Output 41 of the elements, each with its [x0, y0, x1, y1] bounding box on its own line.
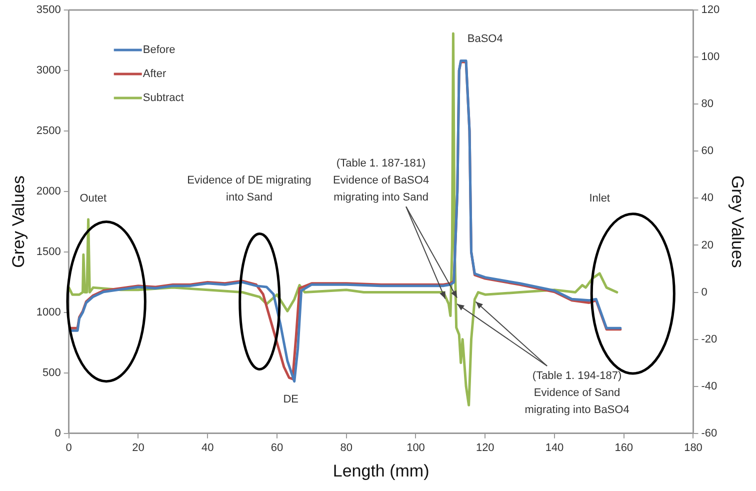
y-tick-label: 3500	[36, 4, 61, 16]
y-tick-label: 2000	[36, 185, 61, 198]
annotation: (Table 1. 194-187) Evidence of Sand migrating into BaSO4	[524, 370, 630, 416]
y2-tick-label: 20	[701, 239, 714, 252]
y2-axis-title: Grey Values	[728, 176, 748, 268]
y-tick-label: 1500	[36, 246, 61, 258]
y2-tick-label: 80	[701, 98, 714, 110]
y2-tick-label: -60	[701, 427, 718, 440]
y2-tick-label: 0	[701, 286, 708, 298]
annotation: (Table 1. 187-181) Evidence of BaSO4 migrating into Sand	[333, 158, 430, 204]
x-tick-label: 100	[406, 442, 425, 454]
y-tick-label: 3000	[36, 64, 61, 77]
y2-tick-label: -20	[701, 333, 718, 346]
y-axis-title: Grey Values	[8, 176, 28, 268]
annotation: Outet	[80, 192, 107, 205]
legend-label: After	[142, 68, 166, 80]
y2-tick-label: 60	[701, 145, 714, 158]
x-tick-label: 80	[340, 442, 352, 454]
x-tick-label: 0	[66, 442, 72, 454]
x-tick-label: 120	[476, 442, 494, 454]
annotation: DE	[283, 394, 299, 406]
y-tick-label: 0	[54, 427, 61, 440]
annotation: BaSO4	[467, 33, 503, 46]
legend-label: Subtract	[142, 92, 184, 104]
y-tick-label: 1000	[36, 306, 61, 318]
y2-tick-label: 120	[701, 4, 720, 16]
y-tick-label: 500	[42, 366, 61, 379]
annotation: Evidence of DE migrating into Sand	[187, 174, 312, 204]
y-tick-label: 2500	[36, 125, 61, 138]
x-tick-label: 160	[614, 442, 634, 454]
legend-label: Before	[142, 44, 176, 56]
x-tick-label: 40	[201, 442, 214, 454]
x-tick-label: 180	[684, 442, 702, 454]
y2-tick-label: 40	[701, 192, 714, 204]
x-tick-label: 60	[270, 442, 284, 454]
x-tick-label: 20	[132, 442, 144, 454]
y2-tick-label: 100	[701, 51, 720, 64]
x-axis-title: Length (mm)	[332, 461, 430, 480]
annotation: Inlet	[589, 192, 610, 205]
x-tick-label: 140	[545, 442, 564, 454]
y2-tick-label: -40	[701, 380, 718, 392]
